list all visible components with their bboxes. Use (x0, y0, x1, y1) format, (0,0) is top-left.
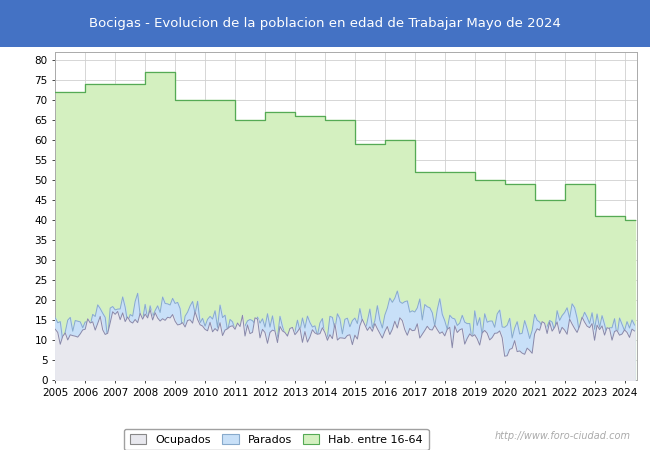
Text: Bocigas - Evolucion de la poblacion en edad de Trabajar Mayo de 2024: Bocigas - Evolucion de la poblacion en e… (89, 17, 561, 30)
Legend: Ocupados, Parados, Hab. entre 16-64: Ocupados, Parados, Hab. entre 16-64 (124, 428, 428, 450)
Text: http://www.foro-ciudad.com: http://www.foro-ciudad.com (495, 431, 630, 441)
